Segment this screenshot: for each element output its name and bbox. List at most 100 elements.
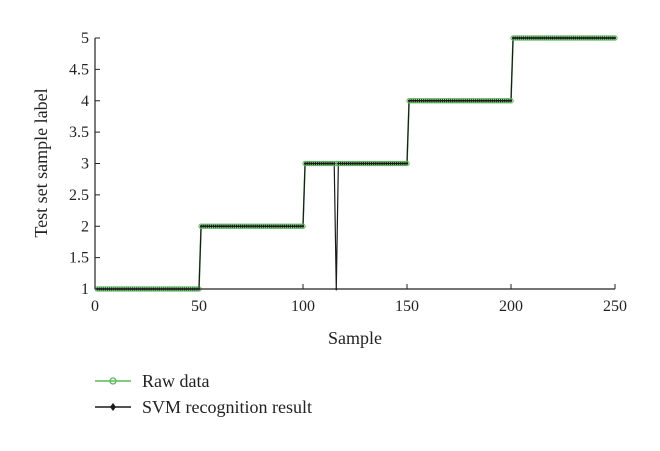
- point-svm-result: [226, 224, 230, 229]
- point-svm-result: [432, 98, 436, 103]
- point-svm-result: [216, 224, 220, 229]
- point-svm-result: [574, 36, 577, 40]
- point-svm-result: [210, 224, 213, 229]
- point-svm-result: [368, 161, 371, 166]
- point-svm-result: [605, 36, 609, 40]
- point-svm-result: [280, 224, 284, 229]
- point-svm-result: [418, 98, 421, 103]
- point-svm-result: [474, 98, 478, 103]
- point-svm-result: [274, 224, 278, 229]
- point-svm-result: [241, 224, 245, 229]
- point-svm-result: [205, 224, 209, 229]
- x-ticks: 0 50 100 150 200 250: [91, 284, 627, 315]
- point-svm-result: [376, 161, 380, 166]
- point-svm-result: [351, 161, 355, 166]
- legend: Raw data SVM recognition result: [95, 371, 312, 417]
- point-svm-result: [214, 224, 218, 229]
- point-svm-result: [603, 36, 606, 40]
- point-svm-result: [301, 224, 305, 229]
- point-svm-result: [395, 161, 398, 166]
- point-svm-result: [480, 98, 484, 103]
- point-svm-result: [326, 161, 330, 166]
- point-svm-result: [461, 98, 465, 103]
- y-tick-label: 4.5: [69, 61, 89, 78]
- point-svm-result: [320, 161, 324, 166]
- point-svm-result: [422, 98, 426, 103]
- point-svm-result: [399, 161, 403, 166]
- point-svm-result: [588, 36, 592, 40]
- point-svm-result: [497, 98, 500, 103]
- point-svm-result: [287, 224, 290, 229]
- point-svm-result: [232, 224, 236, 229]
- point-svm-result: [235, 224, 238, 229]
- point-svm-result: [262, 224, 265, 229]
- x-tick-label: 0: [91, 298, 99, 315]
- point-svm-result: [228, 224, 232, 229]
- point-svm-result: [547, 36, 550, 40]
- point-svm-result: [559, 36, 563, 40]
- point-svm-result: [457, 98, 461, 103]
- point-svm-result: [445, 98, 448, 103]
- point-svm-result: [484, 98, 488, 103]
- point-svm-result: [295, 224, 299, 229]
- plot-markers: [94, 35, 618, 292]
- point-svm-result: [299, 224, 303, 229]
- point-svm-result: [291, 224, 294, 229]
- point-svm-result: [380, 161, 384, 166]
- point-svm-result: [218, 224, 222, 229]
- point-svm-result: [303, 161, 307, 166]
- point-svm-result: [555, 36, 559, 40]
- point-svm-result: [470, 98, 473, 103]
- point-svm-result: [278, 224, 282, 229]
- point-svm-result: [465, 98, 469, 103]
- point-svm-result: [391, 161, 394, 166]
- point-svm-result: [468, 98, 471, 103]
- point-svm-result: [532, 36, 536, 40]
- point-svm-result: [397, 161, 401, 166]
- point-svm-result: [203, 224, 207, 229]
- point-svm-result: [565, 36, 569, 40]
- point-svm-result: [424, 98, 428, 103]
- point-svm-result: [561, 36, 565, 40]
- point-svm-result: [426, 98, 430, 103]
- point-svm-result: [230, 224, 234, 229]
- point-svm-result: [251, 224, 255, 229]
- point-svm-result: [345, 161, 349, 166]
- point-svm-result: [580, 36, 584, 40]
- point-svm-result: [276, 224, 280, 229]
- y-tick-label: 4: [81, 93, 89, 110]
- point-svm-result: [366, 161, 369, 166]
- point-svm-result: [472, 98, 475, 103]
- point-svm-result: [322, 161, 326, 166]
- point-svm-result: [364, 161, 367, 166]
- point-svm-result: [553, 36, 557, 40]
- legend-label-svm-result: SVM recognition result: [142, 397, 312, 417]
- point-svm-result: [520, 36, 523, 40]
- point-svm-result: [378, 161, 382, 166]
- point-svm-result: [324, 161, 328, 166]
- x-tick-label: 250: [603, 298, 627, 315]
- point-svm-result: [513, 36, 517, 40]
- point-svm-result: [289, 224, 292, 229]
- point-svm-result: [463, 98, 467, 103]
- point-svm-result: [341, 161, 344, 166]
- point-svm-result: [567, 36, 571, 40]
- legend-item-svm-result: SVM recognition result: [95, 397, 312, 417]
- x-tick-label: 100: [291, 298, 315, 315]
- point-svm-result: [357, 161, 361, 166]
- point-svm-result: [451, 98, 455, 103]
- point-svm-result: [359, 161, 363, 166]
- point-svm-result: [405, 161, 409, 166]
- point-svm-result: [549, 36, 552, 40]
- point-svm-result: [349, 161, 353, 166]
- y-tick-label: 3.5: [69, 124, 89, 141]
- point-svm-result: [409, 98, 413, 103]
- point-svm-result: [407, 98, 411, 103]
- point-svm-result: [411, 98, 415, 103]
- point-svm-result: [328, 161, 332, 166]
- point-svm-result: [268, 224, 272, 229]
- y-tick-label: 2.5: [69, 187, 89, 204]
- point-svm-result: [509, 98, 513, 103]
- point-svm-result: [501, 98, 505, 103]
